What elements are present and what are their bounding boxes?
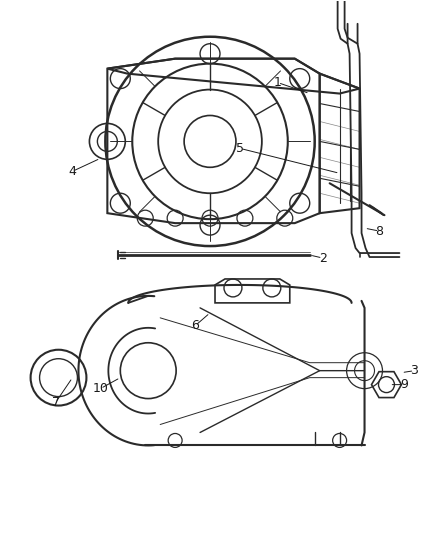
Text: 3: 3 bbox=[410, 364, 418, 377]
Text: 9: 9 bbox=[400, 378, 408, 391]
Text: 7: 7 bbox=[52, 396, 60, 409]
Text: 10: 10 bbox=[92, 382, 108, 395]
Text: 5: 5 bbox=[236, 142, 244, 155]
Text: 2: 2 bbox=[319, 252, 327, 264]
Text: 8: 8 bbox=[375, 224, 384, 238]
Text: 6: 6 bbox=[191, 319, 199, 332]
Text: 4: 4 bbox=[68, 165, 76, 178]
Text: 1: 1 bbox=[274, 76, 282, 89]
